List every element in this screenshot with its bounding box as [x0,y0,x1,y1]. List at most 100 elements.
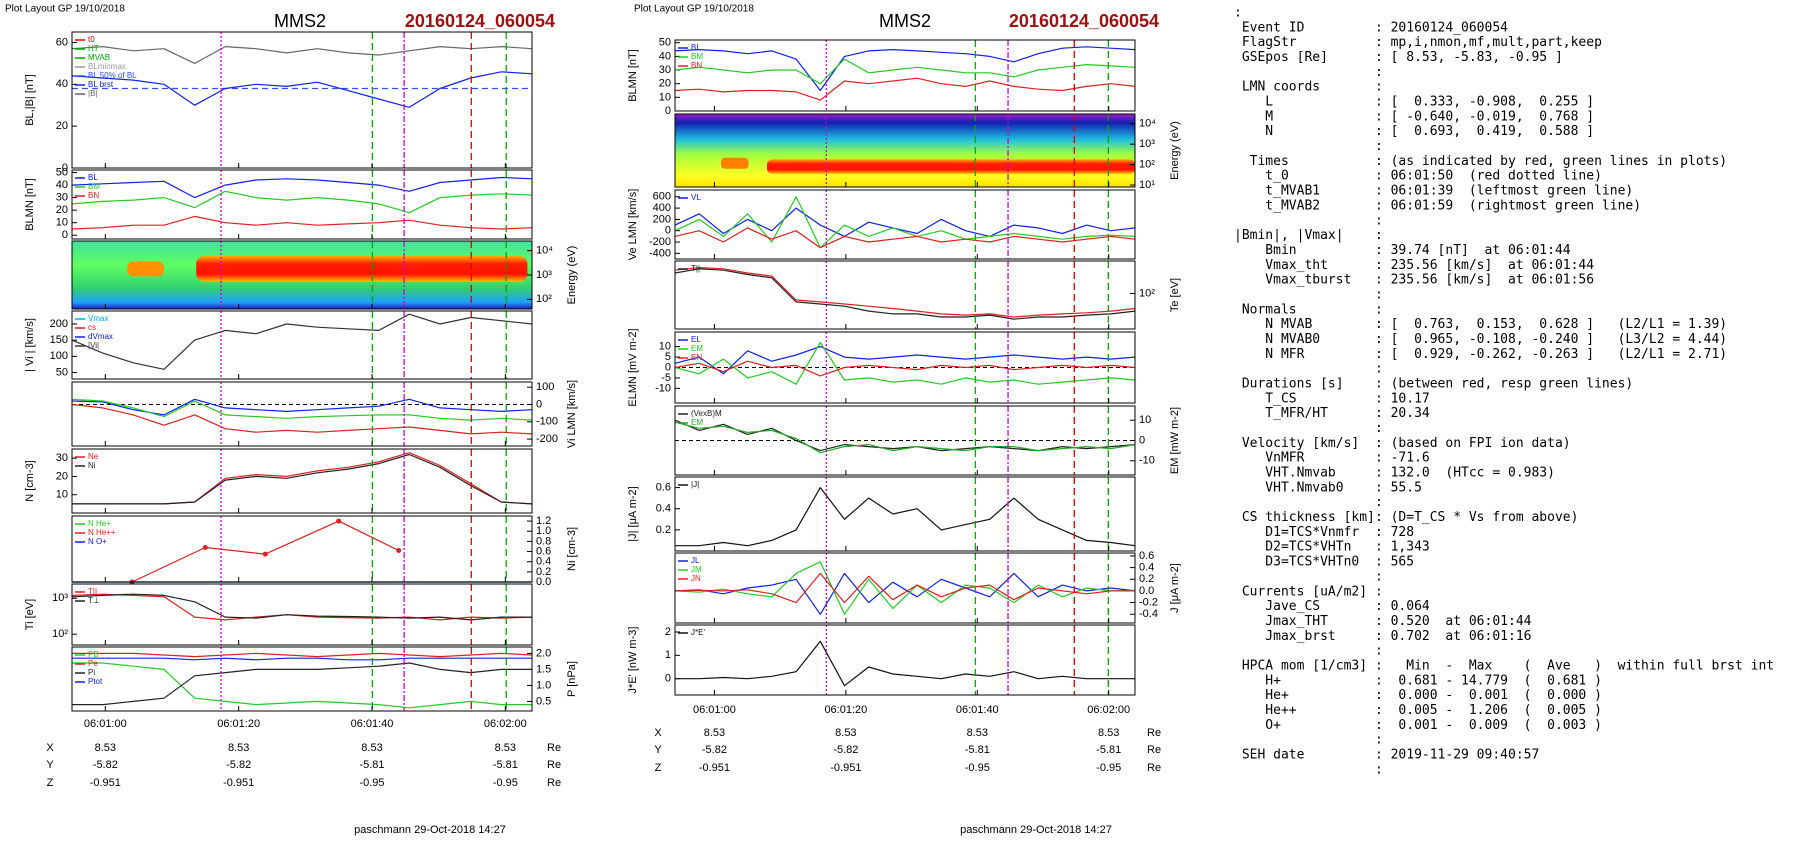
y-tick-label: 0.6 [656,481,671,493]
y-tick-label: 200 [50,318,68,330]
y-tick-label: 0.4 [1139,561,1154,573]
data-line [71,176,533,199]
y-tick-label: 0.6 [1139,550,1154,562]
y-tick-label: -10 [1139,455,1155,467]
ephemeris-value: 8.53 [1098,727,1119,739]
info-key: D1=TCS*Vnmfr [1234,525,1359,540]
footer: paschmann 29-Oct-2018 14:27 [960,824,1112,836]
ephemeris-value: -5.82 [833,744,858,756]
panel: 10¹ 10² 10³ 10⁴ Energy (eV) [674,113,1181,191]
data-line [71,398,533,421]
data-line [675,487,1136,547]
info-key: N MVAB0 [1234,332,1320,347]
data-line [72,662,532,706]
y-tick-label: 10² [1139,287,1155,299]
panel: 0.2 0.4 0.6 |J| [μA m-2] |J| [627,476,1136,552]
y-tick-label: 10¹ [1139,179,1155,191]
info-value: : 20.34 [1375,406,1430,421]
data-line [674,46,1136,92]
y-tick-label: 50 [56,166,68,178]
legend-label: T|| [88,587,97,596]
y-tick-label: 0 [665,673,671,685]
info-key: t_0 [1234,169,1289,184]
panel-frame [71,515,533,583]
ephemeris-value: -0.951 [90,777,121,789]
data-line [71,46,533,64]
info-value: : [1375,80,1383,95]
data-line [72,453,533,505]
panel: 0 1 2 J*E' [nW m-3] J*E' [627,624,1136,696]
plots: Plot Layout GP 19/10/2018 MMS2 20160124_06… [5,4,1774,836]
y-tick-label: 10 [56,489,68,501]
legend-label: BN [88,191,99,200]
info-value: : [ 0.333, -0.908, 0.255 ] [1375,95,1594,110]
legend-label: HT [88,44,99,53]
info-value: : [1375,65,1383,80]
info-key: VnMFR [1234,451,1305,466]
y-tick-label: -5 [661,372,671,384]
y-tick-label: 10 [659,341,671,353]
legend-label: EN [691,353,702,362]
info-value: : 1,343 [1375,540,1430,555]
y-tick-label: 10² [536,293,552,305]
y-axis-label: Ti [eV] [24,599,36,630]
info-key: : [1234,6,1242,21]
data-line [71,71,533,108]
legend-label: T|| [691,264,700,273]
y-tick-label: 2.0 [536,647,551,659]
info-key: Jmax_THT [1234,614,1328,629]
ephemeris-value: -5.81 [493,759,518,771]
info-key: H+ [1234,673,1281,688]
legend-label: BN [691,61,702,70]
y-tick-label: 600 [653,191,671,203]
y-tick-label: 0 [665,105,671,117]
data-line [674,419,1136,452]
panel-frame [674,476,1136,552]
info-value: : [1375,569,1383,584]
data-line [674,360,1136,377]
legend-label: BL brst [88,80,114,89]
y-tick-label: 30 [659,64,671,76]
data-line [674,561,1135,615]
info-value: : (based on FPI ion data) [1375,436,1571,451]
legend-label: BM [691,52,703,61]
info-value: : 0.064 [1375,599,1430,614]
y-tick-label: 0.4 [656,503,671,515]
legend-label: Ne [88,452,99,461]
info-value: : 0.001 - 0.009 ( 0.003 ) [1375,718,1602,733]
legend-label: (VexB)M [691,409,722,418]
info-key: Velocity [km/s] [1234,436,1359,451]
y-tick-label: -100 [536,416,558,428]
data-line [674,268,1136,320]
y-axis-label: |J| [μA m-2] [627,486,639,541]
y-tick-label: 0.4 [536,556,551,568]
legend-label: BM [88,182,100,191]
y-tick-label: 1.0 [536,679,551,691]
ephemeris-value: -0.95 [493,777,518,789]
ephemeris-label: X [654,727,662,739]
event-title: 20160124_060054 [405,11,555,31]
y-axis-label: BLMN [nT] [24,178,36,231]
legend-label: VL [691,193,701,202]
info-value: : 55.5 [1375,480,1422,495]
y-tick-label: 10³ [536,269,552,281]
info-key: t_MVAB2 [1234,198,1320,213]
info-value: : 06:01:59 (rightmost green line) [1375,198,1641,213]
data-line [71,403,533,435]
info-value: : 2019-11-29 09:40:57 [1375,748,1539,763]
data-line [72,662,532,709]
info-value: : [ 8.53, -5.83, -0.95 ] [1375,50,1563,65]
data-line [674,58,1136,85]
ephemeris-label: Z [655,762,662,774]
y-tick-label: 10³ [52,592,68,604]
y-tick-label: 0.2 [1139,573,1154,585]
y-tick-label: 40 [56,78,68,90]
panel: 10² 10³ 10⁴ Energy (eV) [71,240,578,310]
ephemeris-value: -5.81 [965,744,990,756]
legend-label: BL [691,43,701,52]
